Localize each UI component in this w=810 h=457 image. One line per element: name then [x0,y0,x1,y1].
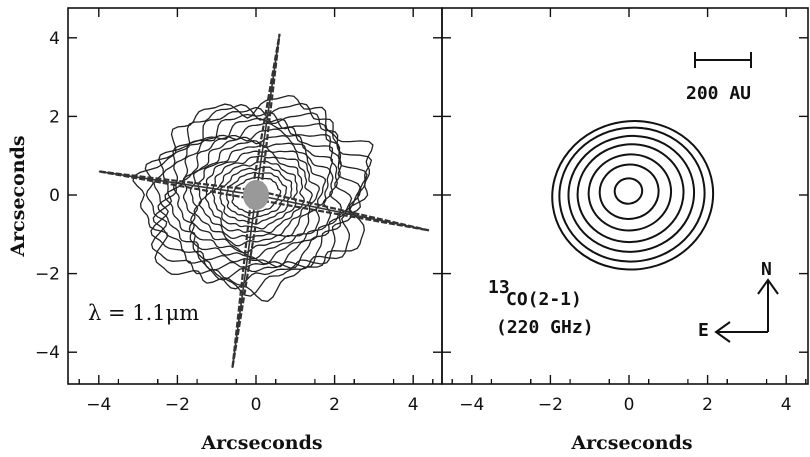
east-arrowhead [714,321,731,343]
intensity-contour [231,176,282,214]
east-label: E [698,320,709,341]
co-contour [613,177,644,205]
intensity-contour [212,160,298,230]
right-contours [551,120,715,271]
y-tick-label: 2 [49,107,60,127]
north-arrowhead [757,278,779,295]
intensity-contour [204,155,305,234]
right-panel-frame [441,7,809,385]
x-tick-label: −4 [459,395,484,415]
x-tick-label: −2 [165,395,190,415]
x-tick-label: 4 [408,395,419,415]
intensity-contour [164,122,342,268]
intensity-contour [132,94,374,302]
co-contour [598,163,660,220]
co-contour [576,143,685,244]
x-tick-label: −4 [86,395,111,415]
intensity-contour [219,166,293,225]
right-ticks: −4 −2 0 2 4 [442,8,808,415]
occulting-spot [243,180,269,210]
y-tick-label: 0 [49,186,60,206]
y-tick-label: −2 [35,265,60,285]
intensity-contour [189,140,327,254]
compass: N E [698,259,779,343]
left-xlabel: Arcseconds [200,432,322,454]
co-contour [558,126,706,263]
line-label: 13 CO(2-1) (220 GHz) [488,277,594,338]
right-xlabel: Arcseconds [570,432,692,454]
left-panel: −4 −2 0 2 4 −4 −2 0 2 4 λ = 1.1μm [35,7,443,415]
co-contour [551,120,715,271]
spike-core [98,170,257,196]
scale-bar: 200 AU [686,52,752,104]
co-contour [587,153,673,232]
intensity-contour [150,106,368,290]
x-tick-label: 0 [624,395,635,415]
intensity-contour [198,150,313,240]
x-tick-label: 0 [251,395,262,415]
spike-core [255,33,281,196]
x-tick-label: 4 [781,395,792,415]
intensity-contour [152,111,361,281]
north-label: N [761,259,772,280]
left-contours [132,94,374,302]
right-panel: −4 −2 0 2 4 200 AU 13 CO(2-1) (220 GHz) N E [441,7,809,415]
intensity-contour [182,135,331,260]
wavelength-annotation: λ = 1.1μm [88,301,199,325]
x-tick-label: −2 [538,395,563,415]
y-tick-label: −4 [35,343,60,363]
y-tick-label: 4 [49,29,60,49]
left-ylabel: Arcseconds [7,135,29,257]
isotope-superscript: 13 [488,277,510,298]
co-contour [567,134,696,253]
spike-core [231,194,257,369]
spike-core [255,194,430,232]
x-tick-label: 2 [329,395,340,415]
x-tick-label: 2 [702,395,713,415]
intensity-contour [225,171,288,220]
frequency-label: (220 GHz) [496,317,594,338]
left-ticks: −4 −2 0 2 4 −4 −2 0 2 4 [35,8,442,415]
intensity-contour [193,144,320,247]
intensity-contour [173,128,334,265]
transition-label: CO(2-1) [506,289,582,310]
axis-labels: Arcseconds Arcseconds Arcseconds [7,135,693,454]
scale-bar-label: 200 AU [686,83,751,104]
